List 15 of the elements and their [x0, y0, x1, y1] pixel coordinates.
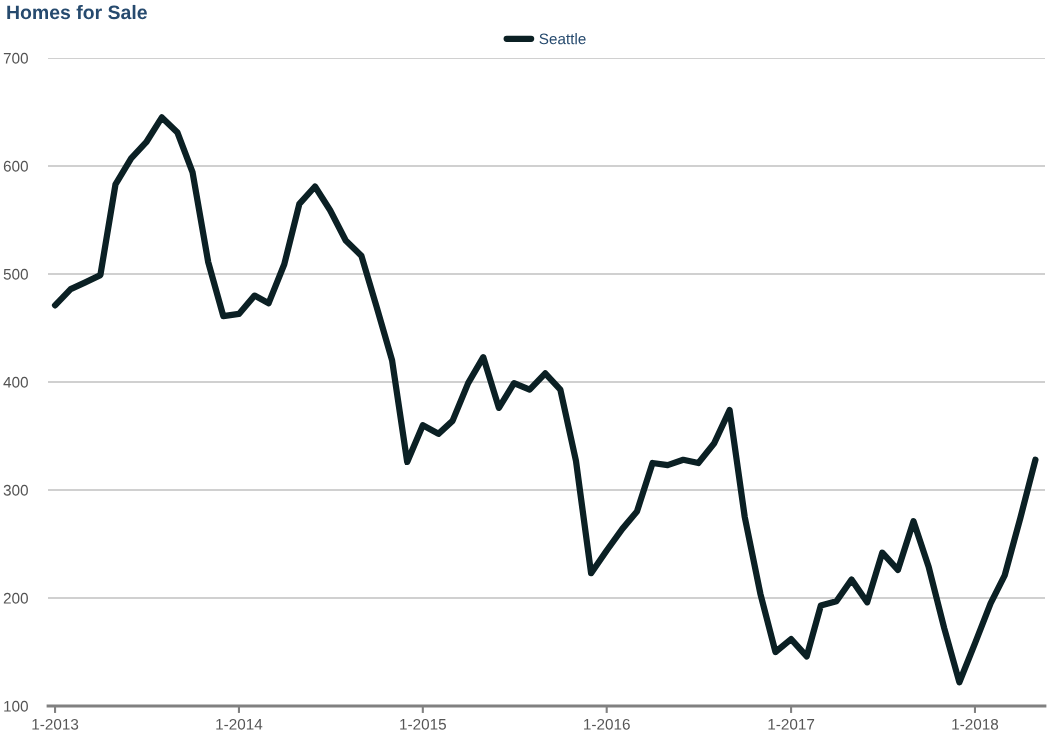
y-tick-label: 400 [3, 376, 28, 388]
y-tick-label: 300 [3, 484, 28, 496]
x-tick-label: 1-2013 [32, 718, 79, 730]
x-tick-label: 1-2015 [400, 718, 446, 730]
legend-label: Seattle [539, 33, 586, 45]
x-tick-label: 1-2017 [768, 718, 815, 730]
chart-title: Homes for Sale [7, 4, 147, 20]
y-tick-label: 700 [3, 52, 28, 64]
x-tick-label: 1-2014 [216, 718, 263, 730]
x-tick-label: 1-2018 [952, 718, 999, 730]
y-tick-label: 600 [3, 160, 28, 172]
y-tick-label: 200 [3, 592, 28, 604]
y-tick-label: 500 [3, 268, 28, 280]
y-tick-label: 100 [4, 700, 28, 712]
x-tick-label: 1-2016 [584, 718, 630, 730]
